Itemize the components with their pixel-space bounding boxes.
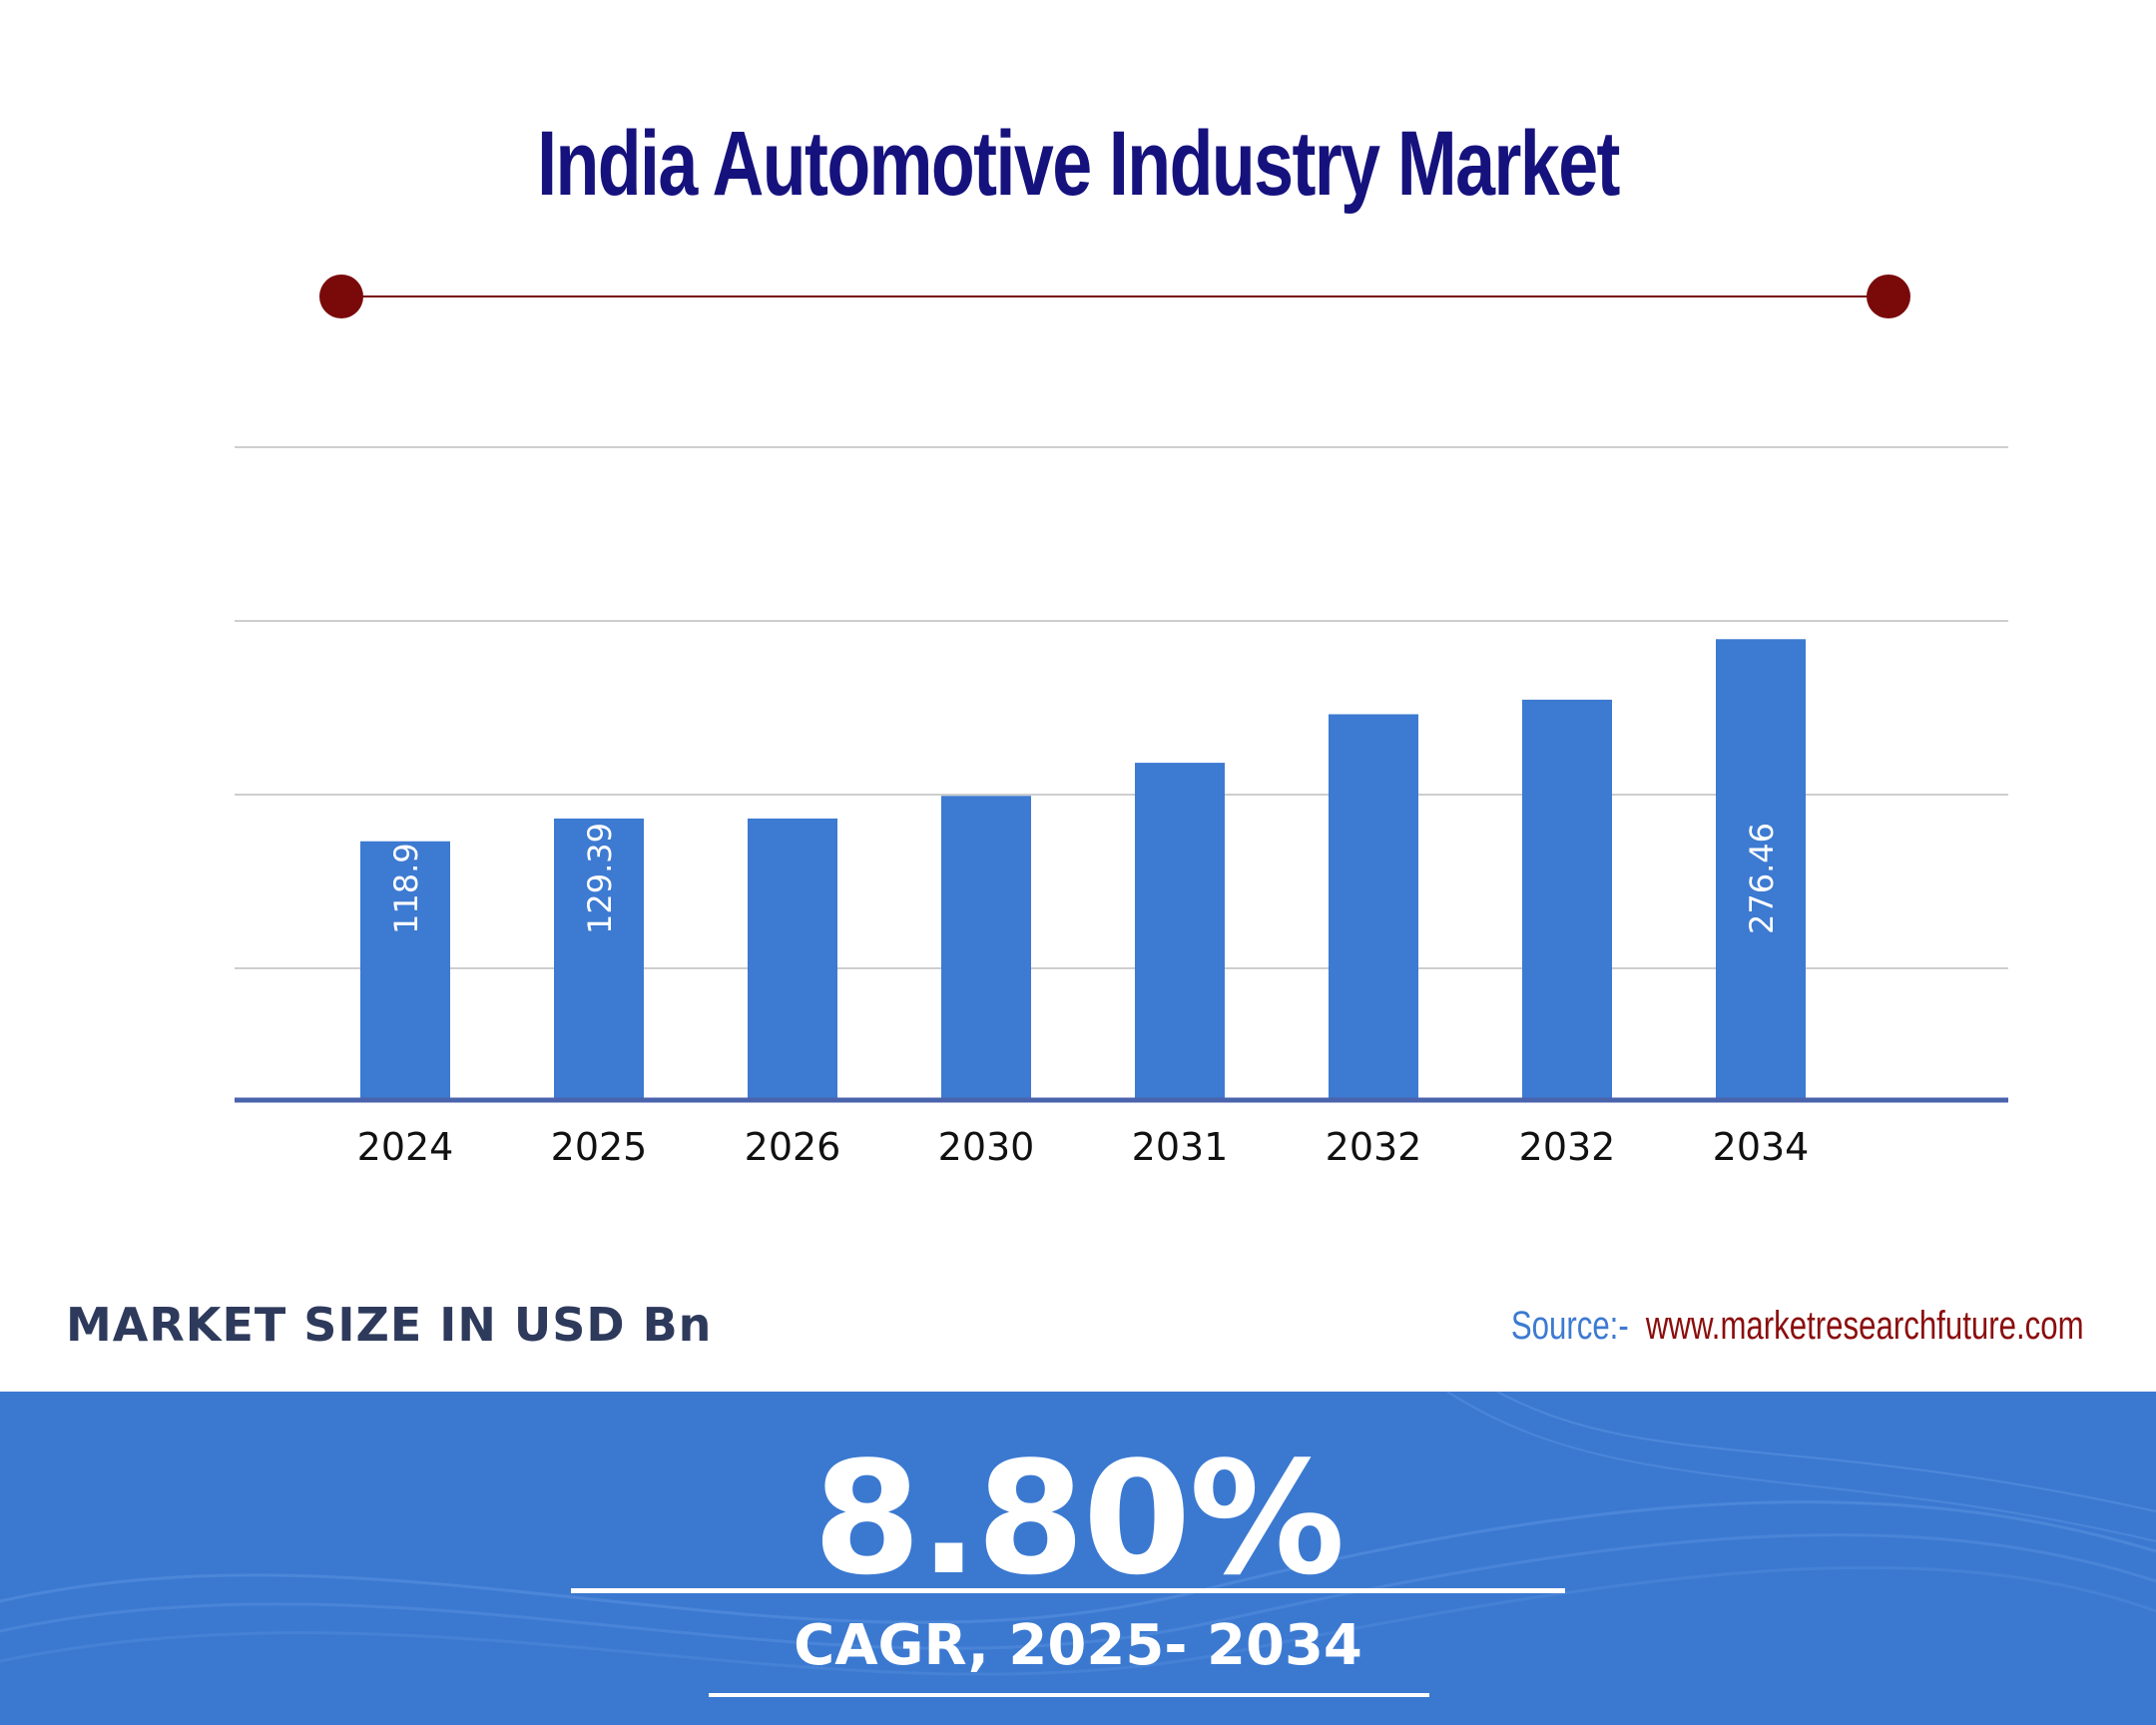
x-tick-label: 2026 <box>745 1125 841 1169</box>
banner-wave-pattern <box>0 1392 2156 1676</box>
bar <box>554 818 644 1100</box>
data-labels: 118.92 129.39 276.46 <box>387 823 1781 934</box>
bar <box>1135 763 1225 1100</box>
bar <box>941 796 1031 1100</box>
cagr-bottom-rule <box>709 1693 1429 1697</box>
bar <box>1522 699 1612 1100</box>
divider-dot-right <box>1867 275 1910 318</box>
x-tick-label: 2031 <box>1132 1125 1229 1169</box>
x-tick-label: 2032 <box>1326 1125 1422 1169</box>
bar <box>1716 639 1806 1100</box>
bars <box>360 639 1806 1100</box>
bar-data-label: 276.46 <box>1743 823 1781 934</box>
chart-title: India Automotive Industry Market <box>537 113 1620 215</box>
x-tick-labels: 2024 2025 2026 2030 2031 2032 2032 2034 <box>357 1125 1810 1169</box>
market-size-label: MARKET SIZE IN USD Bn <box>66 1298 713 1352</box>
source-label: Source:- <box>1511 1304 1630 1348</box>
bar-data-label: 129.39 <box>581 823 619 934</box>
x-tick-label: 2024 <box>357 1125 454 1169</box>
source-line: Source:- www.marketresearchfuture.com <box>1511 1304 2084 1349</box>
bar <box>1329 714 1418 1100</box>
source-link[interactable]: www.marketresearchfuture.com <box>1646 1304 2084 1348</box>
x-tick-label: 2030 <box>938 1125 1035 1169</box>
cagr-banner: 8.80% CAGR, 2025- 2034 <box>0 1392 2156 1725</box>
x-tick-label: 2025 <box>551 1125 648 1169</box>
bar-data-label: 118.92 <box>387 823 425 934</box>
cagr-label: CAGR, 2025- 2034 <box>794 1613 1362 1678</box>
gridlines <box>235 446 2008 969</box>
bar <box>748 818 837 1100</box>
x-tick-label: 2034 <box>1713 1125 1810 1169</box>
title-divider <box>319 275 1910 318</box>
x-tick-label: 2032 <box>1519 1125 1616 1169</box>
cagr-value: 8.80% <box>812 1428 1345 1609</box>
bar <box>360 841 450 1100</box>
cagr-underline <box>571 1588 1565 1593</box>
divider-dot-left <box>319 275 363 318</box>
